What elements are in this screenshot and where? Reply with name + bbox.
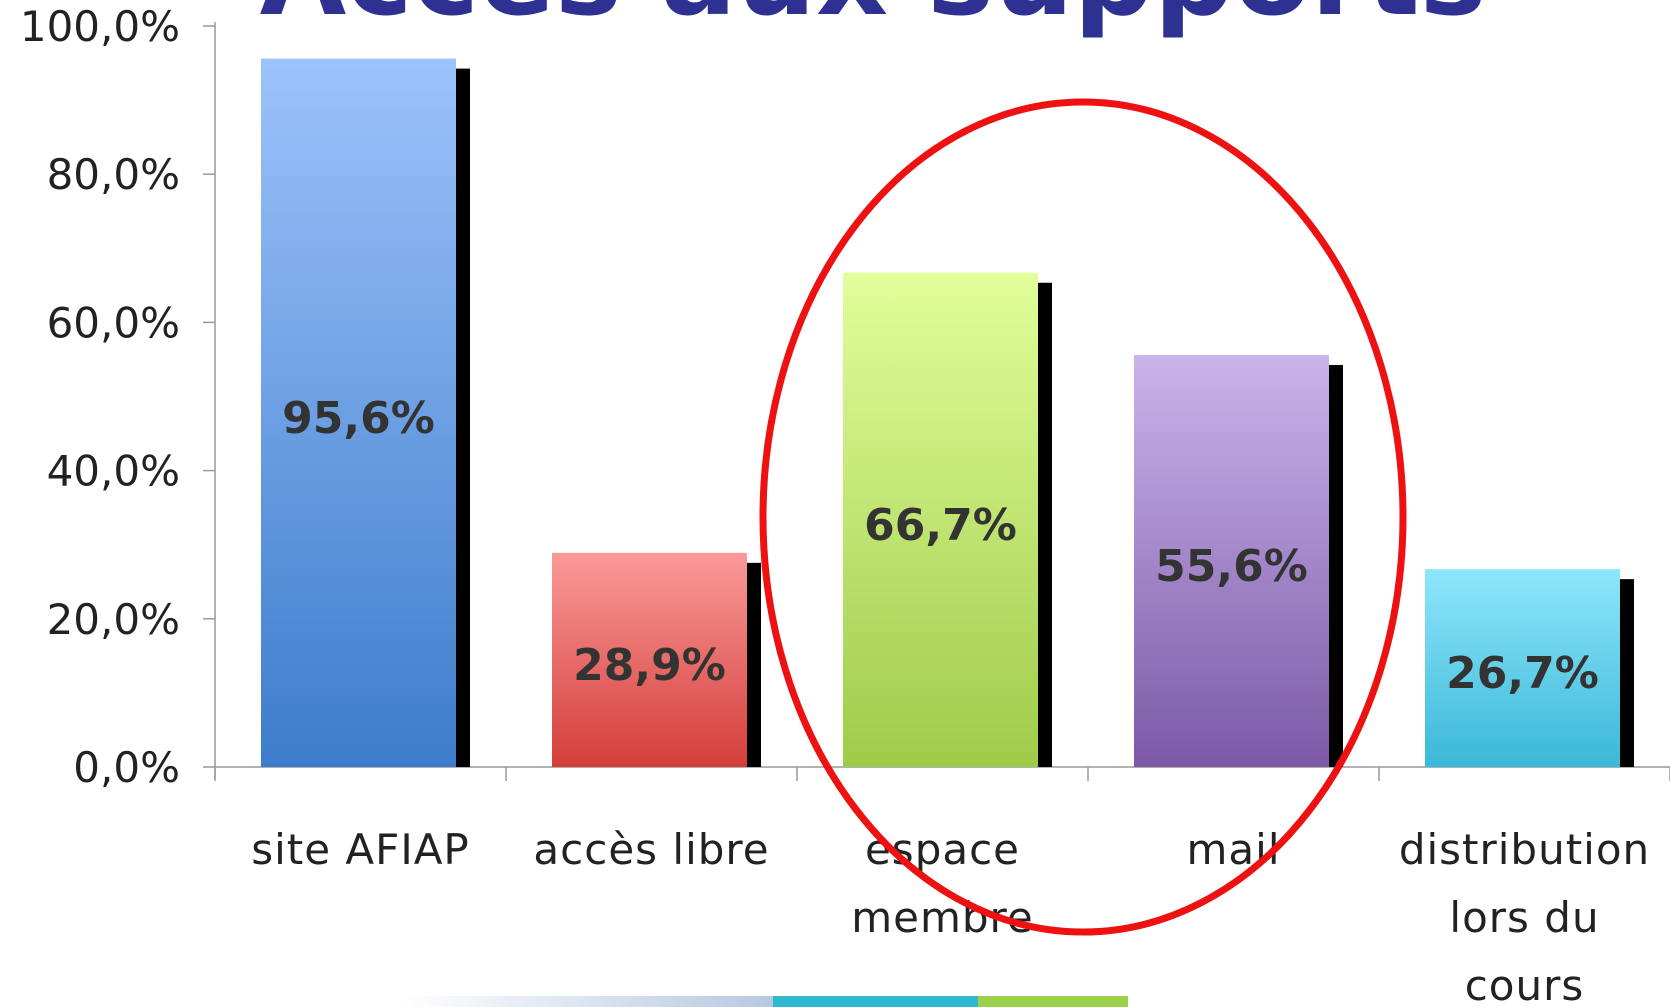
y-tick-label: 20,0% bbox=[47, 595, 180, 644]
bar-shadow bbox=[1620, 579, 1634, 767]
y-tick-label: 100,0% bbox=[20, 2, 180, 51]
data-label: 66,7% bbox=[864, 500, 1017, 551]
bar-shadow bbox=[747, 562, 761, 767]
data-label: 55,6% bbox=[1155, 541, 1308, 592]
x-tick-label: mail bbox=[1186, 825, 1281, 874]
x-tick-label: site AFIAP bbox=[251, 825, 470, 874]
bar-shadow bbox=[1329, 365, 1343, 767]
data-label: 26,7% bbox=[1446, 648, 1599, 699]
decoration bbox=[773, 996, 978, 1007]
x-tick-label: espace membre bbox=[851, 825, 1034, 942]
bar bbox=[261, 58, 456, 767]
bar-shadow bbox=[1038, 282, 1052, 767]
x-tick-label: accès libre bbox=[533, 825, 770, 874]
y-tick-label: 80,0% bbox=[47, 150, 180, 199]
y-tick-label: 40,0% bbox=[47, 447, 180, 496]
decoration bbox=[978, 996, 1128, 1007]
bar-shadow bbox=[456, 68, 470, 767]
bar bbox=[1425, 569, 1620, 767]
y-tick-label: 0,0% bbox=[73, 743, 180, 792]
chart-title: Accès aux supports bbox=[260, 0, 1487, 41]
decoration bbox=[400, 996, 773, 1007]
data-label: 95,6% bbox=[282, 393, 435, 444]
data-label: 28,9% bbox=[573, 640, 726, 691]
x-tick-label: distribution lors du cours bbox=[1398, 825, 1651, 1007]
bar bbox=[552, 552, 747, 767]
y-tick-label: 60,0% bbox=[47, 298, 180, 347]
